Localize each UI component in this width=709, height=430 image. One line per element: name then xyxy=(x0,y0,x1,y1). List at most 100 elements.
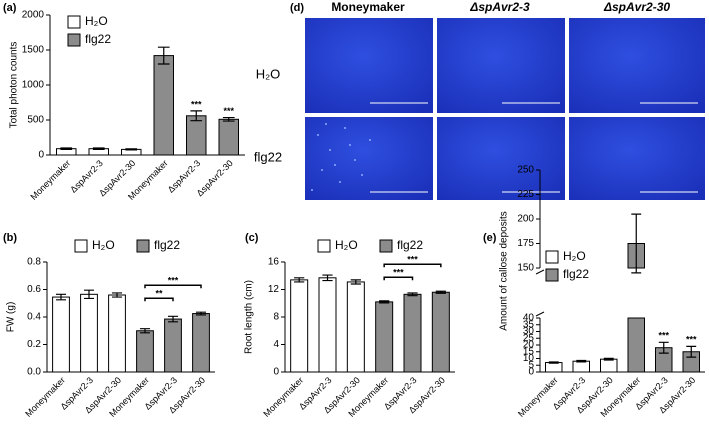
image-panel: (d) Moneymaker ΔspAvr2-3 ΔspAvr2-30 H₂O … xyxy=(254,0,705,200)
significance-label: *** xyxy=(191,99,202,109)
significance-label: *** xyxy=(686,335,697,345)
legend-label: flg22 xyxy=(85,32,111,46)
legend-label: H₂O xyxy=(563,249,586,263)
panel-label: (e) xyxy=(483,232,497,244)
significance-bracket xyxy=(383,276,414,281)
y-tick-label: 2000 xyxy=(22,10,45,21)
error-bar xyxy=(631,213,642,274)
y-tick-label: 175 xyxy=(517,238,534,249)
micrograph xyxy=(569,117,705,200)
error-bar xyxy=(350,279,361,285)
y-tick-label: 40 xyxy=(523,313,535,324)
scale-bars xyxy=(370,102,698,193)
y-tick-label: 30 xyxy=(523,326,535,337)
y-axis-label: Amount of callose deposits xyxy=(499,211,510,331)
y-tick-label: 0.0 xyxy=(27,367,41,378)
y-tick-label: 500 xyxy=(27,115,44,126)
error-bar xyxy=(407,292,418,297)
error-bar xyxy=(435,290,446,294)
y-tick-label: 25 xyxy=(523,333,535,344)
y-tick-label: 1000 xyxy=(22,80,45,91)
bar xyxy=(80,293,98,373)
y-tick-label: 35 xyxy=(523,319,535,330)
legend-swatch xyxy=(136,239,150,253)
legend-swatch xyxy=(545,268,559,282)
y-tick-label: 225 xyxy=(517,189,534,200)
column-header: ΔspAvr2-3 xyxy=(469,0,530,14)
legend-label: H₂O xyxy=(92,238,115,252)
x-tick-label: Moneymaker xyxy=(28,158,72,202)
error-bar xyxy=(658,341,669,354)
bar xyxy=(164,318,182,373)
significance-label: *** xyxy=(223,106,234,116)
column-header: Moneymaker xyxy=(331,0,405,14)
error-bar xyxy=(576,359,587,363)
error-bar xyxy=(92,147,105,150)
axis-break xyxy=(535,311,545,317)
axis-break xyxy=(535,269,545,275)
bar xyxy=(627,317,645,373)
legend-label: flg22 xyxy=(397,238,423,252)
bar xyxy=(186,115,207,156)
y-axis-label: Root length (cm) xyxy=(244,280,255,354)
error-bar xyxy=(195,311,207,316)
legend-swatch xyxy=(74,239,88,253)
micrograph xyxy=(437,117,565,200)
significance-label: *** xyxy=(658,331,669,341)
significance-label: *** xyxy=(407,255,418,265)
bar xyxy=(318,277,337,373)
error-bar xyxy=(222,116,235,122)
panel-label: (a) xyxy=(3,2,17,14)
panel-label: (b) xyxy=(3,232,17,244)
callose-spots xyxy=(311,123,371,191)
legend-label: flg22 xyxy=(563,267,589,281)
y-tick-label: 0 xyxy=(528,367,534,378)
x-tick-label: Moneymaker xyxy=(23,375,67,419)
significance-label: ** xyxy=(155,289,163,299)
y-tick-label: 8 xyxy=(273,312,279,323)
panel-label: (c) xyxy=(245,232,259,244)
error-bar xyxy=(60,147,73,150)
micrograph xyxy=(569,18,705,113)
panel-label: (d) xyxy=(290,2,304,14)
legend-label: H₂O xyxy=(335,238,358,252)
legend-swatch xyxy=(545,250,559,264)
y-tick-label: 150 xyxy=(517,263,534,274)
y-axis-label: FW (g) xyxy=(6,302,17,333)
legend-label: flg22 xyxy=(154,238,180,252)
bar xyxy=(108,294,126,373)
y-tick-label: 12 xyxy=(268,284,280,295)
row-label: H₂O xyxy=(256,66,281,81)
significance-label: *** xyxy=(168,276,179,286)
y-tick-label: 5 xyxy=(528,360,534,371)
error-bar xyxy=(125,148,138,151)
error-bar xyxy=(379,300,390,304)
y-tick-label: 16 xyxy=(268,257,280,268)
legend-label: H₂O xyxy=(85,14,108,28)
error-bar xyxy=(686,345,697,358)
legend-swatch xyxy=(317,239,331,253)
significance-bracket xyxy=(144,284,202,289)
y-tick-label: 0.8 xyxy=(27,257,41,268)
micrograph xyxy=(305,117,433,200)
bar xyxy=(431,291,450,373)
bar xyxy=(153,55,174,156)
bar xyxy=(52,296,70,373)
bar xyxy=(136,330,154,373)
y-tick-label: 20 xyxy=(523,340,535,351)
significance-bracket xyxy=(144,297,174,302)
error-bar xyxy=(603,357,614,361)
y-tick-label: 15 xyxy=(523,346,535,357)
micrograph xyxy=(437,18,565,113)
error-bar xyxy=(167,315,179,323)
bar xyxy=(600,358,618,373)
column-header: ΔspAvr2-30 xyxy=(603,0,670,14)
y-tick-label: 0.4 xyxy=(27,312,41,323)
bar xyxy=(572,360,590,373)
legend-swatch xyxy=(67,15,81,29)
significance-label: *** xyxy=(393,268,404,278)
significance-bracket xyxy=(383,263,442,268)
error-bar xyxy=(548,361,559,364)
x-tick-label: Moneymaker xyxy=(516,375,560,419)
